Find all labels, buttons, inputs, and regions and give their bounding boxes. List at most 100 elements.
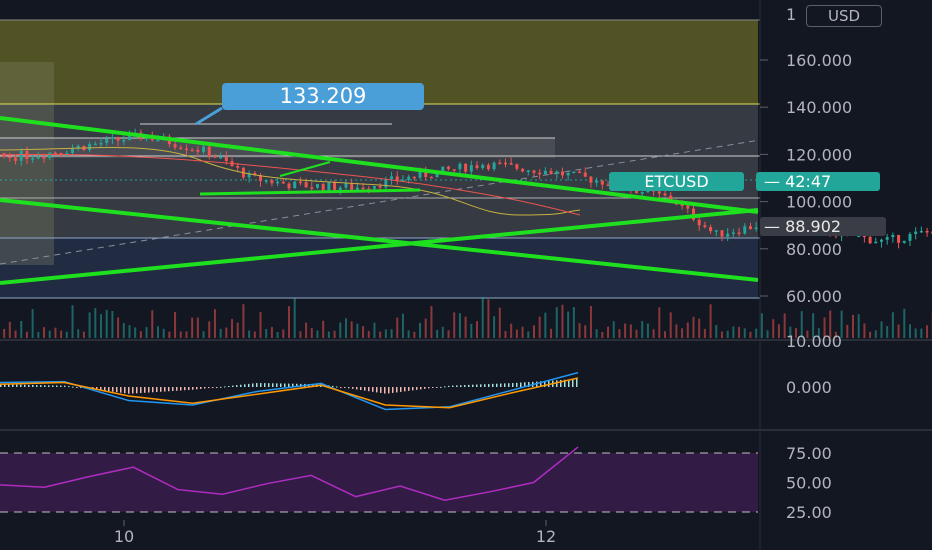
macd-hist-bar xyxy=(352,387,354,389)
candle-body xyxy=(344,183,348,188)
macd-hist-bar xyxy=(48,385,50,387)
macd-hist-bar xyxy=(372,387,374,392)
candle-body xyxy=(207,146,211,157)
candle-body xyxy=(640,192,644,194)
volume-bar xyxy=(350,321,353,338)
macd-hist-bar xyxy=(168,387,170,392)
volume-bar xyxy=(692,316,695,338)
volume-bar xyxy=(362,326,365,338)
candle-body xyxy=(31,158,35,160)
macd-hist-bar xyxy=(36,385,38,387)
volume-bar xyxy=(852,314,855,338)
volume-bar xyxy=(789,326,792,338)
volume-bar xyxy=(174,312,177,338)
candle-body xyxy=(122,140,126,142)
candle-body xyxy=(19,151,23,161)
currency-selector[interactable]: USD xyxy=(806,5,882,27)
candle-body xyxy=(731,232,735,234)
volume-bar xyxy=(310,328,313,338)
macd-hist-bar xyxy=(204,387,206,389)
candle-body xyxy=(538,172,542,175)
volume-bar xyxy=(333,330,336,338)
price-callout[interactable]: 133.209 xyxy=(222,83,424,110)
volume-bar xyxy=(760,313,763,338)
volume-bar xyxy=(458,313,461,338)
macd-hist-bar xyxy=(28,384,30,387)
volume-bar xyxy=(299,331,302,338)
macd-hist-bar xyxy=(156,387,158,393)
volume-bar xyxy=(82,331,85,338)
candle-body xyxy=(669,195,673,201)
candle-body xyxy=(88,144,92,151)
macd-hist-bar xyxy=(116,387,118,393)
volume-bar xyxy=(510,323,513,338)
macd-hist-bar xyxy=(400,387,402,392)
range-box xyxy=(0,138,555,158)
volume-bar xyxy=(595,329,598,338)
volume-bar xyxy=(242,304,245,338)
candle-body xyxy=(475,165,479,168)
candle-body xyxy=(680,204,684,206)
macd-hist-bar xyxy=(408,387,410,391)
macd-hist-bar xyxy=(488,384,490,387)
macd-hist-bar xyxy=(80,387,82,388)
candle-body xyxy=(281,181,285,184)
macd-line xyxy=(0,371,579,411)
time-axis[interactable]: 101214 xyxy=(114,520,932,546)
candle-body xyxy=(447,166,451,170)
candle-body xyxy=(202,146,206,152)
candle-body xyxy=(321,184,325,191)
macd-hist-bar xyxy=(224,386,226,388)
candle-body xyxy=(868,236,872,244)
volume-bar xyxy=(270,327,273,338)
volume-bar xyxy=(139,331,142,338)
macd-hist-bar xyxy=(340,387,342,388)
volume-bar xyxy=(675,324,678,338)
candle-body xyxy=(532,170,536,173)
macd-hist-bar xyxy=(312,384,314,387)
volume-bar xyxy=(191,317,194,338)
volume-bar xyxy=(487,299,490,338)
macd-hist-bar xyxy=(76,387,78,388)
candle-body xyxy=(315,184,319,188)
volume-bar xyxy=(231,319,234,338)
volume-bars xyxy=(3,296,932,338)
macd-hist-bar xyxy=(448,385,450,387)
macd-hist-bar xyxy=(244,384,246,387)
volume-bar xyxy=(196,317,199,338)
candle-body xyxy=(714,230,718,232)
macd-hist-bar xyxy=(176,387,178,391)
macd-hist-bar xyxy=(288,383,290,387)
candle-body xyxy=(236,166,240,168)
volume-bar xyxy=(77,329,80,338)
last-price-value: 88.902 xyxy=(785,217,842,236)
macd-hist-bar xyxy=(260,383,262,387)
rsi-tick-label: 50.00 xyxy=(786,474,832,493)
volume-bar xyxy=(880,321,883,338)
volume-bar xyxy=(658,307,661,338)
candle-body xyxy=(583,172,587,177)
candle-body xyxy=(589,176,593,183)
macd-hist-bar xyxy=(348,387,350,389)
volume-bar xyxy=(920,328,923,338)
volume-bar xyxy=(686,322,689,338)
macd-hist-bar xyxy=(332,385,334,387)
price-axis[interactable]: 160.000 140.000 120.000 100.000 80.000 60.000 xyxy=(760,51,852,306)
volume-bar xyxy=(356,323,359,338)
volume-bar xyxy=(276,331,279,338)
candle-body xyxy=(401,179,405,182)
volume-bar xyxy=(550,328,553,338)
macd-hist-bar xyxy=(208,387,210,389)
macd-hist-bar xyxy=(364,387,366,391)
volume-bar xyxy=(755,328,758,338)
macd-hist-bar xyxy=(508,383,510,387)
volume-bar xyxy=(94,308,97,338)
trendline-rising xyxy=(0,208,759,285)
candle-body xyxy=(737,232,741,234)
macd-hist-bar xyxy=(492,383,494,387)
candle-body xyxy=(156,139,160,142)
volume-bar xyxy=(367,330,370,338)
volume-bar xyxy=(305,322,308,338)
macd-hist-bar xyxy=(40,385,42,387)
